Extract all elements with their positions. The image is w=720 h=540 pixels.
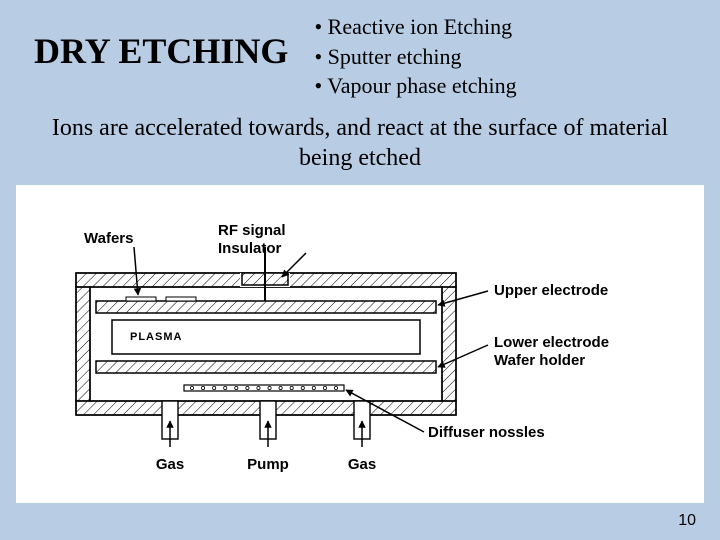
- svg-text:Lower electrode: Lower electrode: [494, 334, 609, 351]
- bullet-list: Reactive ion Etching Sputter etching Vap…: [314, 12, 516, 101]
- bullet-item: Reactive ion Etching: [314, 12, 516, 42]
- page-number: 10: [678, 512, 696, 530]
- diagram-svg: PLASMA Wafers RF signalInsulator Upper elec…: [16, 185, 704, 503]
- svg-text:Gas: Gas: [348, 456, 376, 473]
- page-title: DRY ETCHING: [34, 30, 288, 72]
- bullet-item: Vapour phase etching: [314, 71, 516, 101]
- svg-text:Wafer holder: Wafer holder: [494, 352, 585, 369]
- svg-text:Insulator: Insulator: [218, 240, 282, 257]
- etching-diagram: PLASMA Wafers RF signalInsulator Upper elec…: [16, 185, 704, 503]
- bullet-item: Sputter etching: [314, 42, 516, 72]
- svg-text:PLASMA: PLASMA: [130, 331, 182, 343]
- svg-text:Wafers: Wafers: [84, 230, 133, 247]
- sub-heading: Ions are accelerated towards, and react …: [0, 107, 720, 181]
- svg-text:Upper electrode: Upper electrode: [494, 282, 608, 299]
- svg-text:Gas: Gas: [156, 456, 184, 473]
- svg-text:Diffuser nossles: Diffuser nossles: [428, 424, 545, 441]
- svg-text:Pump: Pump: [247, 456, 289, 473]
- svg-text:RF signal: RF signal: [218, 222, 286, 239]
